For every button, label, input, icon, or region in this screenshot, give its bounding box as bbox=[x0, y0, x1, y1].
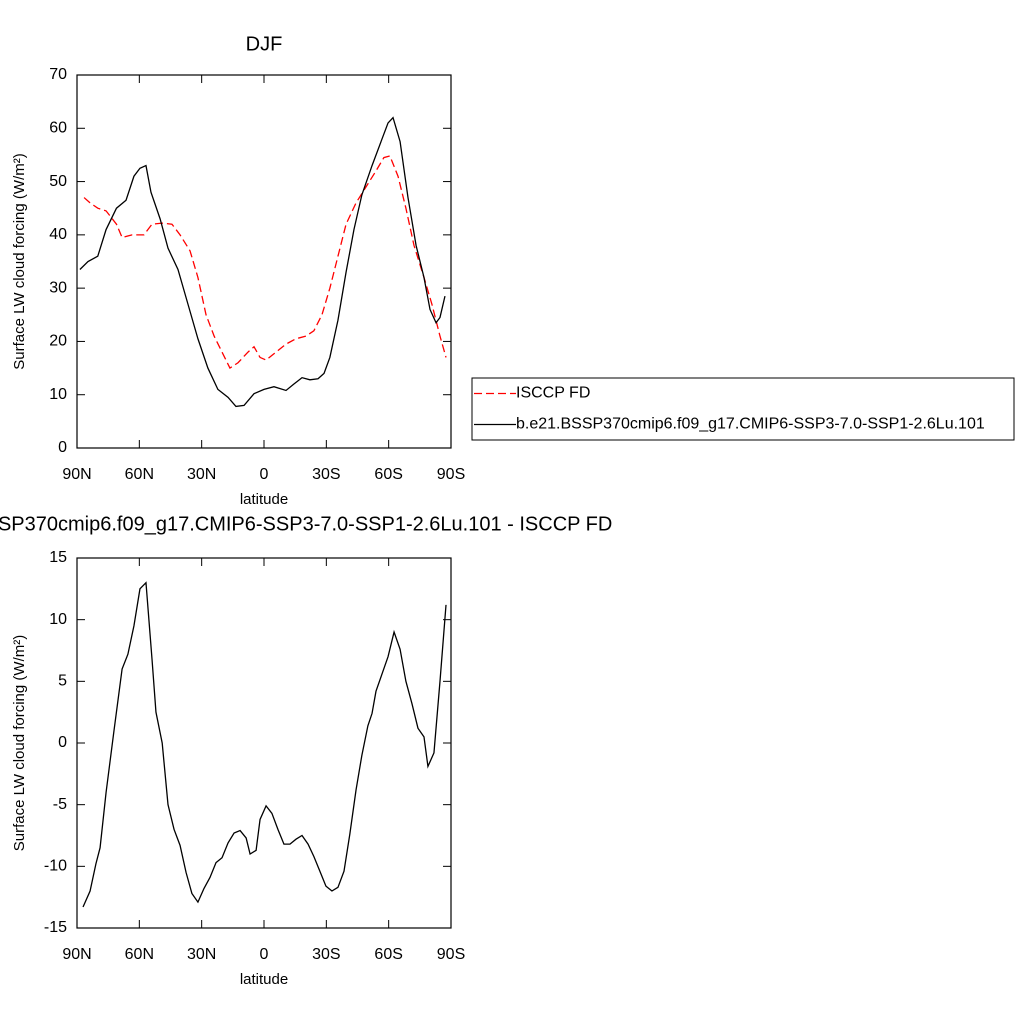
x-tick-label: 60S bbox=[374, 466, 402, 483]
x-axis-label: latitude bbox=[240, 491, 288, 508]
x-tick-label: 90N bbox=[62, 946, 91, 963]
x-tick-label: 0 bbox=[260, 466, 269, 483]
y-tick-label: 30 bbox=[49, 279, 67, 296]
y-tick-label: 10 bbox=[49, 611, 67, 628]
legend-label: ISCCP FD bbox=[516, 385, 590, 402]
data-line bbox=[79, 116, 446, 408]
x-tick-label: 90S bbox=[437, 466, 465, 483]
x-axis-label: latitude bbox=[240, 971, 288, 988]
y-tick-label: -10 bbox=[44, 858, 67, 875]
y-tick-label: 0 bbox=[58, 439, 67, 456]
x-tick-label: 60S bbox=[374, 946, 402, 963]
y-tick-label: -15 bbox=[44, 919, 67, 936]
y-tick-label: 10 bbox=[49, 386, 67, 403]
y-axis-label: Surface LW cloud forcing (W/m²) bbox=[11, 635, 28, 851]
plot-frame bbox=[76, 557, 452, 929]
x-tick-label: 30N bbox=[187, 946, 216, 963]
legend-label: b.e21.BSSP370cmip6.f09_g17.CMIP6-SSP3-7.… bbox=[516, 416, 985, 433]
x-tick-label: 30S bbox=[312, 946, 340, 963]
x-tick-label: 90N bbox=[62, 466, 91, 483]
y-tick-label: 0 bbox=[58, 734, 67, 751]
x-tick-label: 60N bbox=[125, 466, 154, 483]
chart-title: DJF bbox=[246, 33, 283, 55]
plot-frame bbox=[76, 74, 452, 449]
x-tick-label: 60N bbox=[125, 946, 154, 963]
x-tick-label: 90S bbox=[437, 946, 465, 963]
chart-title: b.e21.BSSP370cmip6.f09_g17.CMIP6-SSP3-7.… bbox=[0, 513, 612, 535]
y-tick-label: 15 bbox=[49, 549, 67, 566]
y-tick-label: -5 bbox=[53, 796, 67, 813]
x-tick-label: 30S bbox=[312, 466, 340, 483]
y-tick-label: 40 bbox=[49, 226, 67, 243]
y-tick-label: 50 bbox=[49, 173, 67, 190]
legend-box bbox=[471, 377, 1015, 441]
y-tick-label: 60 bbox=[49, 120, 67, 137]
data-line bbox=[83, 155, 447, 370]
y-tick-label: 20 bbox=[49, 333, 67, 350]
data-line bbox=[82, 581, 447, 908]
y-tick-label: 70 bbox=[49, 66, 67, 83]
x-tick-label: 0 bbox=[260, 946, 269, 963]
y-tick-label: 5 bbox=[58, 673, 67, 690]
x-tick-label: 30N bbox=[187, 466, 216, 483]
y-axis-label: Surface LW cloud forcing (W/m²) bbox=[11, 153, 28, 369]
